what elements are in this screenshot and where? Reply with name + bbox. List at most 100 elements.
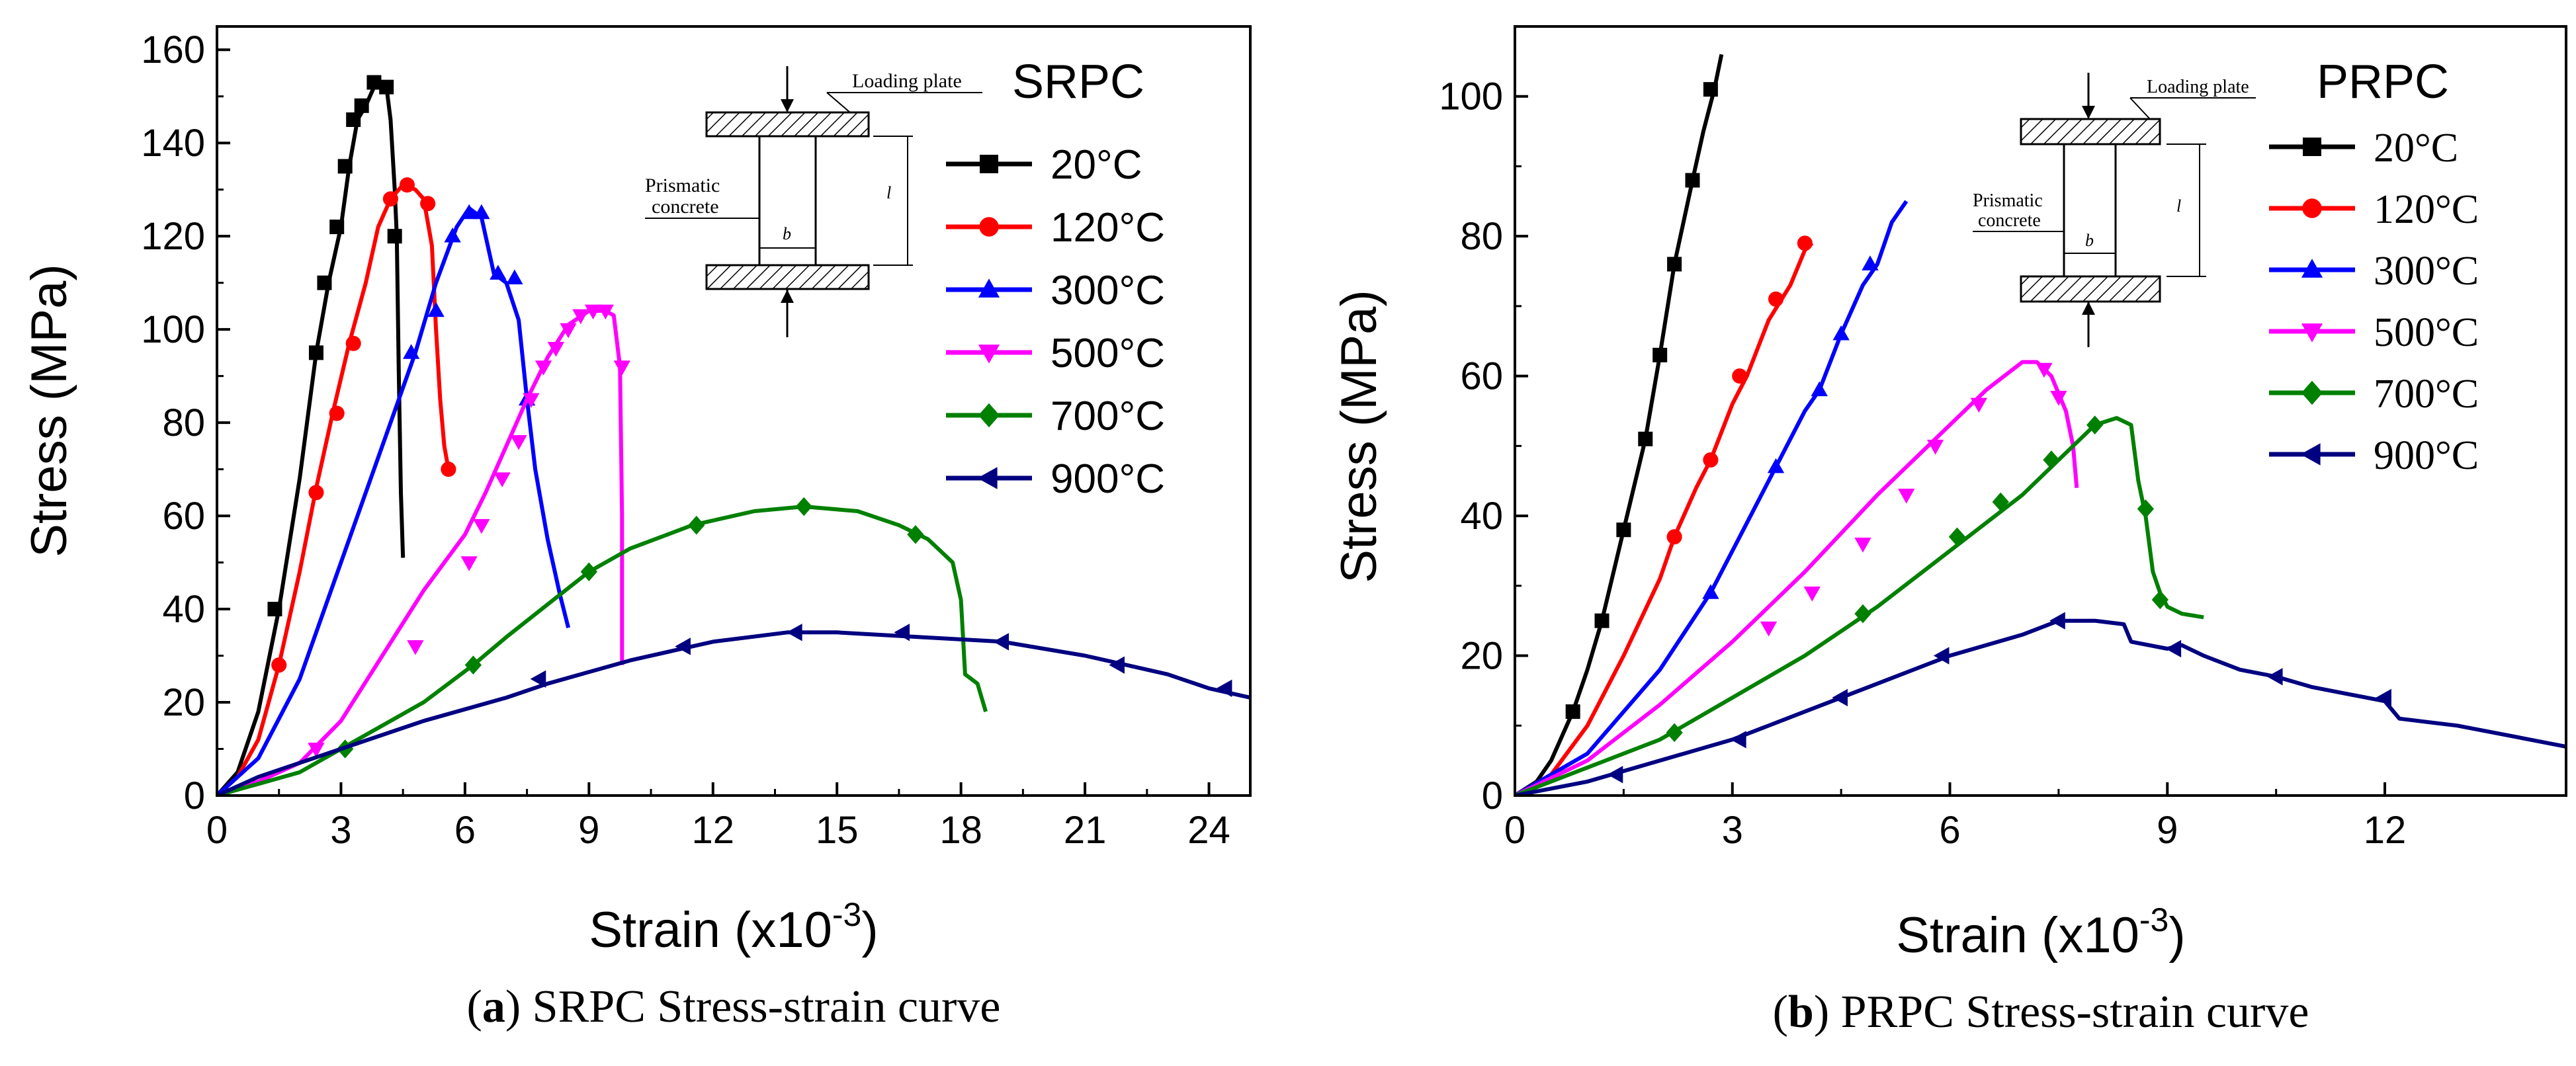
data-point <box>420 196 436 212</box>
x-tick-label: 3 <box>1722 809 1743 852</box>
legend-marker <box>977 467 998 489</box>
legend-label: 500°C <box>1051 331 1165 376</box>
legend-title: SRPC <box>1012 56 1144 108</box>
series-line <box>217 183 451 796</box>
legend-label: 300°C <box>1051 268 1165 313</box>
data-point <box>1862 255 1879 270</box>
data-point <box>1638 431 1653 446</box>
x-tick-label: 0 <box>206 809 228 852</box>
legend-marker <box>978 403 1000 428</box>
data-point <box>613 360 630 376</box>
legend-label: 120°C <box>1051 205 1165 251</box>
data-point <box>1832 325 1850 341</box>
y-tick-label: 20 <box>162 681 205 724</box>
legend-label: 20°C <box>2374 126 2458 171</box>
series-20C <box>1515 54 1724 796</box>
data-point <box>1732 368 1748 384</box>
caption-b: (b) PRPC Stress-strain curve <box>1773 987 2309 1038</box>
y-tick-label: 40 <box>1460 495 1503 538</box>
x-tick-label: 18 <box>939 809 982 852</box>
panel-b-prpc-chart: 0 3 6 9 12 0 20 40 60 80 100 Stress (MPa) Strain (… <box>1331 25 2567 964</box>
x-axis-label: Strain (x10-3) <box>589 896 878 958</box>
x-tick-label: 12 <box>2364 809 2407 852</box>
plot-frame <box>1514 25 2567 797</box>
series-line <box>217 206 571 796</box>
series-line <box>217 505 988 796</box>
x-tick-label: 12 <box>692 809 735 852</box>
data-point <box>584 304 602 320</box>
data-point <box>308 345 323 360</box>
x-axis-label-exponent: -3 <box>832 896 861 933</box>
inset-height-symbol: l <box>2176 196 2181 216</box>
data-point <box>1797 235 1813 251</box>
series-300C <box>217 204 571 796</box>
x-tick-label: 0 <box>1504 809 1525 852</box>
series-900C <box>217 624 1250 796</box>
data-point <box>523 393 540 409</box>
data-point <box>1832 688 1848 707</box>
legend-item: 300°C <box>2269 249 2479 294</box>
series-line <box>1515 54 1724 796</box>
x-tick-label: 21 <box>1064 809 1107 852</box>
data-point <box>387 229 402 244</box>
series-120C <box>217 177 456 796</box>
data-point <box>1948 527 1966 547</box>
series-line <box>1515 618 2566 796</box>
data-point <box>506 269 523 284</box>
data-point <box>1767 458 1785 473</box>
inset-loading-plate-label: Loading plate <box>852 70 962 92</box>
legend-label: 700°C <box>2374 372 2479 417</box>
data-point <box>427 302 445 317</box>
inset-concrete-label: concrete <box>652 196 719 218</box>
specimen-inset-diagram: Loading plate Prismatic concrete b l <box>645 66 982 337</box>
x-axis-label-main: Strain (x10 <box>1896 907 2139 964</box>
legend-marker <box>2302 198 2322 218</box>
data-point <box>1933 647 1950 665</box>
data-point <box>530 670 546 688</box>
data-point <box>494 472 511 487</box>
data-point <box>786 624 802 641</box>
data-point <box>907 524 924 544</box>
legend-item: 20°C <box>2269 126 2458 171</box>
x-tick-label: 9 <box>2157 809 2178 852</box>
plot-frame <box>216 25 1252 797</box>
series-500C <box>1515 360 2079 796</box>
legend-title: PRPC <box>2317 56 2449 108</box>
data-point <box>1109 656 1125 674</box>
series-120C <box>1515 235 1814 796</box>
series-20C <box>217 75 406 796</box>
x-tick-label: 3 <box>330 809 351 852</box>
y-tick-label: 140 <box>141 122 205 165</box>
data-point <box>1803 587 1821 602</box>
data-point <box>1926 440 1944 455</box>
data-point <box>403 344 420 359</box>
legend-marker <box>979 217 999 237</box>
legend-marker <box>978 278 1000 298</box>
legend-item: 900°C <box>2269 433 2479 478</box>
inset-concrete-label: concrete <box>1978 210 2041 231</box>
caption-a: (a) SRPC Stress-strain curve <box>467 981 1001 1032</box>
series-line <box>217 630 1250 796</box>
data-point <box>379 79 394 95</box>
y-tick-label: 80 <box>162 401 205 444</box>
data-point <box>1992 492 2009 512</box>
specimen-inset-diagram: Loading plate Prismatic concrete b l <box>1973 73 2256 347</box>
legend-label: 900°C <box>2374 433 2479 478</box>
data-point <box>460 556 478 571</box>
data-point <box>1685 173 1700 188</box>
series-300C <box>1515 200 1909 796</box>
y-axis-label: Stress (MPa) <box>1331 290 1387 583</box>
legend-item: 120°C <box>2269 187 2479 232</box>
data-point <box>317 275 332 290</box>
data-point <box>2050 391 2067 406</box>
legend: PRPC 20°C 120°C 300°C 500°C 700°C 900°C <box>2269 56 2479 478</box>
data-point <box>473 518 490 534</box>
data-point <box>460 204 478 220</box>
data-point <box>1854 538 1871 553</box>
data-point <box>441 462 456 477</box>
data-point <box>580 562 597 581</box>
data-point <box>1565 704 1580 719</box>
series-line <box>1515 200 1909 796</box>
series-line <box>217 309 624 796</box>
